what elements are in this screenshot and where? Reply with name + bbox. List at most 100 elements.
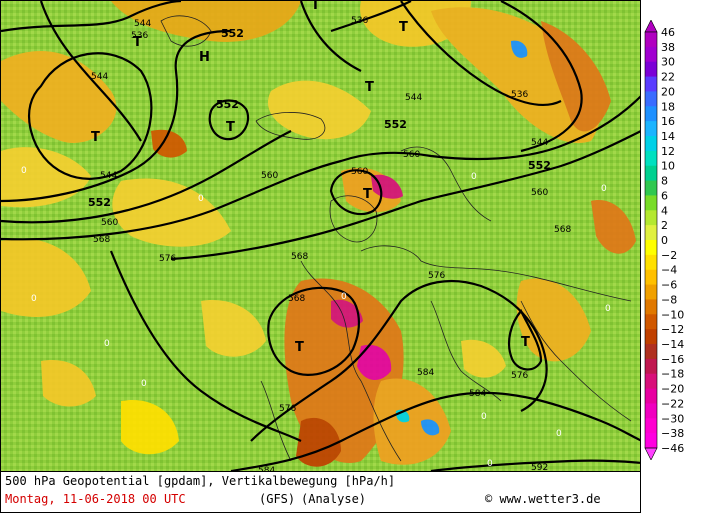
contour-label: 592 bbox=[531, 463, 548, 472]
legend-label: 30 bbox=[661, 56, 675, 69]
legend-canvas: 4638302220181614121086420−2−4−6−8−10−12−… bbox=[644, 19, 684, 461]
legend-label: −2 bbox=[661, 249, 677, 262]
contour-label: 576 bbox=[279, 404, 296, 414]
legend-swatch bbox=[645, 254, 657, 271]
legend-swatch bbox=[645, 284, 657, 300]
legend-label: 20 bbox=[661, 85, 675, 98]
zero-label: 0 bbox=[198, 194, 204, 204]
zero-label: 0 bbox=[21, 166, 27, 176]
legend-swatch bbox=[645, 106, 657, 122]
legend-label: 38 bbox=[661, 41, 675, 54]
legend-label: −4 bbox=[661, 264, 677, 277]
legend-swatch bbox=[645, 329, 657, 345]
legend-swatch bbox=[645, 180, 657, 196]
geopotential-contours bbox=[1, 1, 640, 471]
legend-swatch bbox=[645, 210, 657, 226]
contour-label: 568 bbox=[291, 252, 308, 262]
trough-marker: T bbox=[399, 20, 408, 35]
legend-label: 18 bbox=[661, 100, 675, 113]
zero-label: 0 bbox=[481, 412, 487, 422]
legend-label: −30 bbox=[661, 412, 684, 425]
legend-label: 4 bbox=[661, 204, 668, 217]
contour-label: 552 bbox=[528, 159, 551, 172]
trough-marker: T bbox=[363, 187, 372, 202]
legend-label: −6 bbox=[661, 279, 677, 292]
legend-label: 22 bbox=[661, 71, 675, 84]
legend-label: 6 bbox=[661, 189, 668, 202]
trough-marker: T bbox=[226, 120, 235, 135]
contour-label: 544 bbox=[100, 171, 117, 181]
legend-label: −46 bbox=[661, 442, 684, 455]
legend-frame bbox=[644, 31, 658, 449]
legend-label: −14 bbox=[661, 338, 684, 351]
legend-swatch bbox=[645, 136, 657, 152]
contour-label: 584 bbox=[417, 368, 434, 378]
contour-label: 560 bbox=[351, 167, 368, 177]
contour-label: 544 bbox=[531, 138, 548, 148]
contour-label: 568 bbox=[288, 294, 305, 304]
legend-swatch bbox=[645, 358, 657, 375]
trough-marker: T bbox=[521, 335, 530, 350]
legend-swatch bbox=[645, 46, 657, 63]
legend-label: 2 bbox=[661, 219, 668, 232]
contour-labels: 552 536 544 552 544 536 544 552 560 560 … bbox=[88, 16, 571, 472]
contour-label: 560 bbox=[531, 188, 548, 198]
legend-swatch bbox=[645, 240, 657, 256]
contour-label: 576 bbox=[159, 254, 176, 264]
contour-label: 552 bbox=[88, 196, 111, 209]
chart-description: 500 hPa Geopotential [gpdam], Vertikalbe… bbox=[5, 474, 396, 488]
contour-label: 568 bbox=[554, 225, 571, 235]
zero-label: 0 bbox=[104, 339, 110, 349]
contour-label: 576 bbox=[428, 271, 445, 281]
zero-label: 0 bbox=[31, 294, 37, 304]
legend-label: −10 bbox=[661, 308, 684, 321]
legend-swatch bbox=[645, 418, 657, 434]
legend-swatch bbox=[645, 373, 657, 390]
legend-swatch bbox=[645, 150, 657, 167]
legend-label: 12 bbox=[661, 145, 675, 158]
pressure-centers: T T H T T T T T T T bbox=[91, 1, 530, 355]
contour-label: 544 bbox=[91, 72, 108, 82]
legend-swatch bbox=[645, 32, 657, 48]
legend-label: −22 bbox=[661, 397, 684, 410]
contour-label: 552 bbox=[384, 118, 407, 131]
contour-label: 560 bbox=[261, 171, 278, 181]
legend-swatch bbox=[645, 195, 657, 211]
contour-label: 568 bbox=[93, 235, 110, 245]
coastlines bbox=[160, 15, 632, 462]
footer: 500 hPa Geopotential [gpdam], Vertikalbe… bbox=[0, 472, 641, 513]
trough-marker: T bbox=[365, 80, 374, 95]
legend-swatch bbox=[645, 121, 657, 137]
analysis-label: (Analyse) bbox=[301, 492, 367, 506]
color-legend: 46 38 30 22 20 18 16 14 12 10 8 6 4 2 0 −2 −4 −6 −8 −10 −12−… bbox=[643, 19, 704, 461]
legend-arrow-down bbox=[644, 447, 658, 461]
legend-label: −12 bbox=[661, 323, 684, 336]
zero-label: 0 bbox=[605, 304, 611, 314]
zero-labels: 0 0 0 0 0 0 0 0 0 0 0 0 bbox=[21, 166, 611, 469]
weather-map: 552 536 544 552 544 536 544 552 560 560 … bbox=[0, 0, 641, 472]
legend-swatch bbox=[645, 91, 657, 107]
legend-swatch bbox=[645, 314, 657, 330]
legend-swatch bbox=[645, 388, 657, 404]
contour-label: 552 bbox=[216, 98, 239, 111]
legend-label: −38 bbox=[661, 427, 684, 440]
trough-marker: T bbox=[311, 1, 320, 13]
contour-label: 584 bbox=[258, 466, 275, 472]
legend-label: 14 bbox=[661, 130, 675, 143]
contour-label: 560 bbox=[101, 218, 118, 228]
zero-label: 0 bbox=[141, 379, 147, 389]
zero-label: 0 bbox=[487, 459, 493, 469]
legend-label: −20 bbox=[661, 383, 684, 396]
model-name: (GFS) bbox=[259, 492, 296, 506]
copyright-link[interactable]: © www.wetter3.de bbox=[485, 492, 601, 506]
trough-marker: T bbox=[91, 130, 100, 145]
legend-label: 16 bbox=[661, 115, 675, 128]
legend-swatch bbox=[645, 61, 657, 78]
contour-label: 560 bbox=[403, 150, 420, 160]
legend-swatch bbox=[645, 299, 657, 315]
zero-label: 0 bbox=[601, 184, 607, 194]
legend-swatch bbox=[645, 76, 657, 92]
legend-swatch bbox=[645, 344, 657, 360]
legend-label: −18 bbox=[661, 368, 684, 381]
map-canvas: 552 536 544 552 544 536 544 552 560 560 … bbox=[1, 1, 640, 472]
